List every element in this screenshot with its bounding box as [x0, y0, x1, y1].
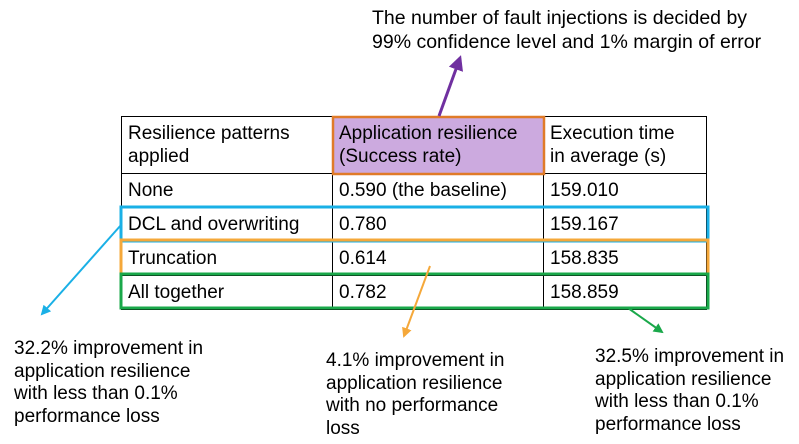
right-annotation-arrow	[627, 307, 664, 334]
fault-injection-note: The number of fault injections is decide…	[372, 6, 792, 54]
left-annotation-arrow	[40, 224, 122, 316]
table-cell: 0.590 (the baseline)	[332, 173, 544, 208]
fault-injection-note-line-2: 99% confidence level and 1% margin of er…	[372, 31, 762, 53]
all-together-row-box	[119, 272, 710, 310]
left-annotation: 32.2% improvement in application resilie…	[14, 338, 204, 427]
middle-annotation: 4.1% improvement in application resilien…	[326, 350, 505, 439]
header-highlight-border	[331, 115, 546, 176]
table-cell: 158.835	[543, 241, 707, 276]
header-application-resilience: Application resilience (Success rate)	[332, 116, 544, 174]
table-cell: 159.010	[543, 173, 707, 208]
dcl-row-box	[119, 205, 710, 243]
right-annotation: 32.5% improvement in application resilie…	[595, 346, 785, 435]
truncation-row-box	[119, 238, 710, 276]
table-cell: Truncation	[121, 241, 333, 276]
table-cell: 0.782	[332, 275, 544, 310]
fault-injection-note-line-1: The number of fault injections is decide…	[372, 7, 748, 29]
header-resilience-patterns: Resilience patterns applied	[121, 116, 333, 174]
resilience-table: Resilience patterns applied Application …	[121, 116, 707, 310]
table-row-truncation: Truncation 0.614 158.835	[121, 241, 707, 276]
table-row-none: None 0.590 (the baseline) 159.010	[121, 173, 707, 208]
middle-annotation-arrow	[402, 265, 431, 338]
note-arrow	[437, 55, 463, 117]
